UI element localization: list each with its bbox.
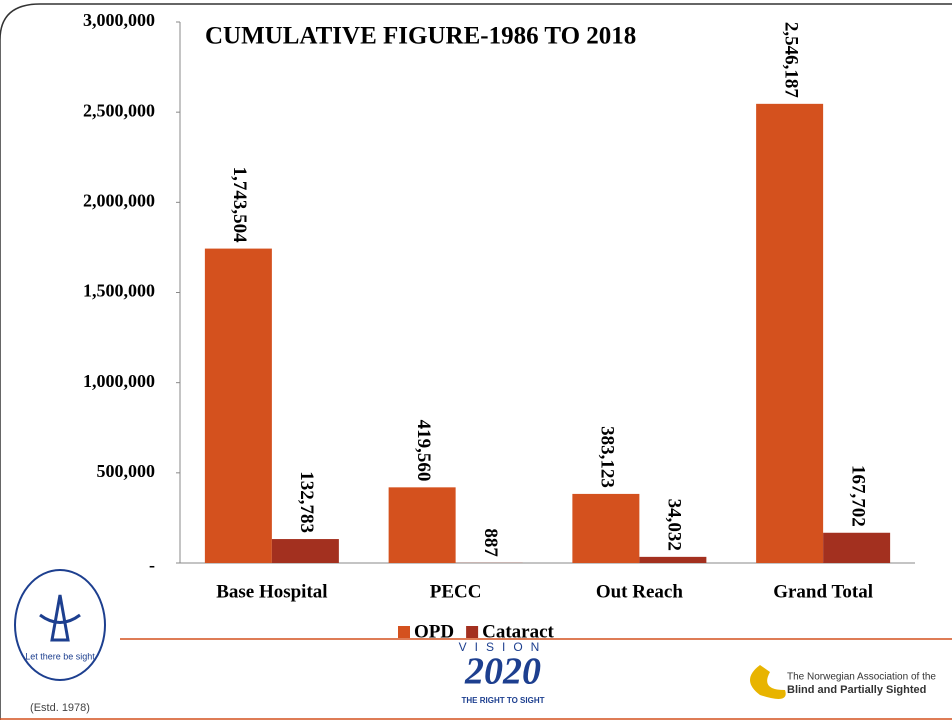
logo-mark bbox=[750, 665, 786, 699]
logo-text: Let there be sight bbox=[25, 651, 95, 661]
y-tick-label: 1,000,000 bbox=[83, 371, 155, 391]
bar bbox=[639, 557, 706, 563]
x-tick-label: Out Reach bbox=[596, 581, 684, 602]
bar bbox=[205, 249, 272, 563]
bar bbox=[389, 487, 456, 563]
logo-text: 2020 bbox=[464, 651, 541, 693]
legend-swatch bbox=[466, 626, 478, 638]
legend-label: OPD bbox=[414, 621, 454, 642]
logo-lamp bbox=[40, 595, 80, 640]
logo-text: The Norwegian Association of the bbox=[787, 672, 936, 683]
chart-title: CUMULATIVE FIGURE-1986 TO 2018 bbox=[205, 23, 636, 50]
y-tick-label: 500,000 bbox=[97, 461, 156, 481]
y-tick-label: 3,000,000 bbox=[83, 10, 155, 30]
legend-swatch bbox=[398, 626, 410, 638]
data-label: 1,743,504 bbox=[229, 167, 250, 244]
logo-text: Blind and Partially Sighted bbox=[787, 684, 926, 696]
y-tick-label: - bbox=[149, 555, 155, 575]
norwegian-logo: The Norwegian Association of the Blind a… bbox=[750, 665, 936, 699]
y-tick-label: 2,500,000 bbox=[83, 100, 155, 120]
data-label: 167,702 bbox=[847, 465, 868, 527]
data-label: 34,032 bbox=[664, 499, 685, 551]
y-tick-label: 2,000,000 bbox=[83, 190, 155, 210]
x-tick-label: Grand Total bbox=[773, 581, 873, 602]
data-label: 2,546,187 bbox=[780, 22, 801, 99]
legend-label: Cataract bbox=[482, 621, 554, 642]
y-tick-label: 1,500,000 bbox=[83, 281, 155, 301]
logo-text: THE RIGHT TO SIGHT bbox=[462, 696, 545, 705]
x-tick-label: Base Hospital bbox=[216, 581, 327, 602]
data-label: 383,123 bbox=[597, 426, 618, 488]
bar bbox=[823, 533, 890, 563]
logo-text: (Estd. 1978) bbox=[30, 702, 90, 714]
bar bbox=[756, 104, 823, 563]
data-label: 887 bbox=[480, 528, 501, 557]
bar bbox=[272, 539, 339, 563]
bar bbox=[572, 494, 639, 563]
x-tick-label: PECC bbox=[430, 581, 482, 602]
logo-ring bbox=[15, 570, 105, 680]
vision-logo: VISION 2020 THE RIGHT TO SIGHT bbox=[459, 640, 548, 705]
data-label: 419,560 bbox=[413, 420, 434, 482]
left-logo: Let there be sight (Estd. 1978) bbox=[15, 570, 105, 714]
data-label: 132,783 bbox=[296, 471, 317, 533]
